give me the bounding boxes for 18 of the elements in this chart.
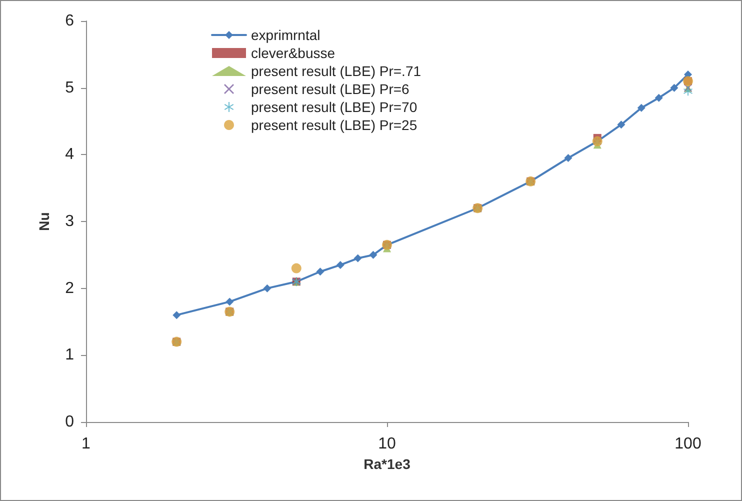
y-tick-label: 0 — [65, 414, 74, 430]
x-tick-label: 100 — [674, 436, 702, 452]
y-tick-label: 5 — [65, 79, 74, 96]
y-tick-label: 4 — [65, 146, 74, 164]
x-tick-label: 1 — [82, 436, 91, 452]
x-axis-title: Ra*1e3 — [364, 456, 411, 472]
legend-label: exprimrntal — [251, 27, 320, 43]
x-tick-label: 10 — [378, 436, 396, 452]
y-axis-title: Nu — [36, 212, 52, 231]
legend-label: present result (LBE) Pr=70 — [251, 99, 418, 115]
legend-label: present result (LBE) Pr=25 — [251, 117, 418, 133]
y-tick-label: 6 — [65, 12, 74, 30]
y-tick-label: 2 — [65, 280, 74, 297]
y-tick-label: 1 — [65, 346, 74, 364]
legend-label: clever&busse — [251, 45, 336, 61]
y-tick-label: 3 — [65, 213, 74, 230]
legend-label: present result (LBE) Pr=6 — [251, 81, 410, 97]
legend-label: present result (LBE) Pr=.71 — [251, 63, 422, 79]
